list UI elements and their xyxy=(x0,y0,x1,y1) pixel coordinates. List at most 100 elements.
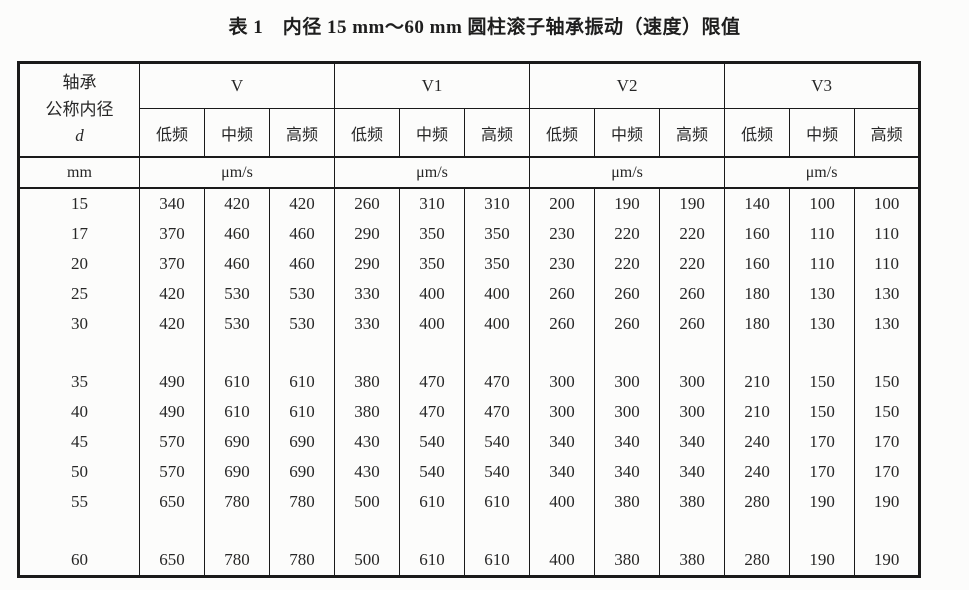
group-header-v3: V3 xyxy=(724,62,921,109)
cell-value: 340 xyxy=(529,457,596,487)
cell-value: 400 xyxy=(464,279,531,309)
cell-value: 110 xyxy=(789,219,856,249)
cell-value: 420 xyxy=(139,309,205,339)
cell-value: 280 xyxy=(724,487,791,517)
cell-value: 200 xyxy=(529,188,596,219)
cell-value: 690 xyxy=(204,427,270,457)
cell-value: 350 xyxy=(464,249,531,279)
cell-value: 500 xyxy=(334,487,401,517)
cell-value: 190 xyxy=(854,487,921,517)
cell-value: 540 xyxy=(464,457,531,487)
cell-value: 780 xyxy=(268,487,336,517)
cell-value: 290 xyxy=(334,219,401,249)
cell-diameter: 35 xyxy=(18,339,140,397)
table-row: 15 340 420 420 260 310 310 200 190 190 140 100 100 xyxy=(18,188,921,219)
cell-value: 130 xyxy=(854,309,921,339)
cell-value: 290 xyxy=(334,249,401,279)
cell-value: 230 xyxy=(529,219,596,249)
cell-value: 110 xyxy=(854,249,921,279)
group-header-v: V xyxy=(138,62,336,109)
cell-value: 530 xyxy=(268,279,336,309)
cell-value: 420 xyxy=(139,279,205,309)
unit-mm: mm xyxy=(18,156,140,189)
cell-diameter: 20 xyxy=(18,249,140,279)
cell-value: 470 xyxy=(399,397,466,427)
document-page: { "title": "表 1 内径 15 mm～60 mm 圆柱滚子轴承振动（… xyxy=(0,12,969,590)
cell-value: 110 xyxy=(854,219,921,249)
unit-umps: μm/s xyxy=(724,156,921,189)
freq-header: 高频 xyxy=(268,108,336,158)
cell-value: 690 xyxy=(204,457,270,487)
cell-value: 530 xyxy=(204,309,270,339)
cell-value: 300 xyxy=(594,339,661,397)
group-header-v2: V2 xyxy=(529,62,726,109)
cell-value: 460 xyxy=(204,249,270,279)
corner-symbol-d: d xyxy=(75,126,84,146)
vibration-limits-table: 轴承 公称内径 d V V1 V2 V3 低频 中频 高频 低频 中频 高频 低… xyxy=(17,61,922,578)
cell-value: 340 xyxy=(139,188,205,219)
cell-value: 260 xyxy=(659,279,726,309)
cell-value: 220 xyxy=(594,219,661,249)
cell-value: 490 xyxy=(139,339,205,397)
cell-value: 610 xyxy=(268,339,336,397)
table-row: 35 490 610 610 380 470 470 300 300 300 210 150 150 xyxy=(18,339,921,397)
cell-value: 160 xyxy=(724,219,791,249)
cell-value: 690 xyxy=(268,427,336,457)
table-row: 45 570 690 690 430 540 540 340 340 340 240 170 170 xyxy=(18,427,921,457)
cell-value: 170 xyxy=(854,457,921,487)
cell-value: 650 xyxy=(139,487,205,517)
cell-value: 340 xyxy=(529,427,596,457)
cell-value: 610 xyxy=(204,339,270,397)
unit-umps: μm/s xyxy=(138,156,336,189)
cell-value: 170 xyxy=(854,427,921,457)
cell-diameter: 17 xyxy=(18,219,140,249)
cell-value: 650 xyxy=(139,517,205,577)
cell-value: 610 xyxy=(464,487,531,517)
cell-value: 110 xyxy=(789,249,856,279)
cell-value: 130 xyxy=(789,279,856,309)
cell-value: 540 xyxy=(399,457,466,487)
cell-value: 470 xyxy=(399,339,466,397)
cell-value: 180 xyxy=(724,279,791,309)
cell-value: 310 xyxy=(464,188,531,219)
cell-value: 210 xyxy=(724,339,791,397)
cell-value: 460 xyxy=(268,249,336,279)
cell-value: 350 xyxy=(464,219,531,249)
cell-value: 340 xyxy=(594,427,661,457)
cell-value: 260 xyxy=(529,279,596,309)
cell-value: 190 xyxy=(789,517,856,577)
table-row: 25 420 530 530 330 400 400 260 260 260 180 130 130 xyxy=(18,279,921,309)
cell-diameter: 40 xyxy=(18,397,140,427)
cell-value: 260 xyxy=(659,309,726,339)
cell-value: 460 xyxy=(268,219,336,249)
cell-value: 380 xyxy=(334,339,401,397)
freq-header: 低频 xyxy=(139,108,205,158)
cell-value: 420 xyxy=(268,188,336,219)
cell-value: 780 xyxy=(268,517,336,577)
freq-header: 中频 xyxy=(594,108,661,158)
cell-value: 300 xyxy=(529,339,596,397)
table-row: 55 650 780 780 500 610 610 400 380 380 280 190 190 xyxy=(18,487,921,517)
cell-value: 150 xyxy=(854,339,921,397)
cell-value: 350 xyxy=(399,219,466,249)
cell-value: 530 xyxy=(204,279,270,309)
cell-diameter: 60 xyxy=(18,517,140,577)
cell-value: 460 xyxy=(204,219,270,249)
cell-value: 540 xyxy=(399,427,466,457)
freq-header: 低频 xyxy=(334,108,401,158)
cell-value: 380 xyxy=(659,487,726,517)
cell-value: 190 xyxy=(594,188,661,219)
cell-value: 300 xyxy=(659,339,726,397)
cell-value: 470 xyxy=(464,339,531,397)
cell-value: 370 xyxy=(139,219,205,249)
cell-value: 380 xyxy=(594,487,661,517)
cell-value: 220 xyxy=(659,219,726,249)
cell-value: 260 xyxy=(529,309,596,339)
cell-value: 570 xyxy=(139,457,205,487)
cell-value: 400 xyxy=(399,309,466,339)
cell-value: 340 xyxy=(594,457,661,487)
cell-value: 380 xyxy=(334,397,401,427)
cell-value: 280 xyxy=(724,517,791,577)
freq-header: 中频 xyxy=(789,108,856,158)
freq-header: 低频 xyxy=(529,108,596,158)
